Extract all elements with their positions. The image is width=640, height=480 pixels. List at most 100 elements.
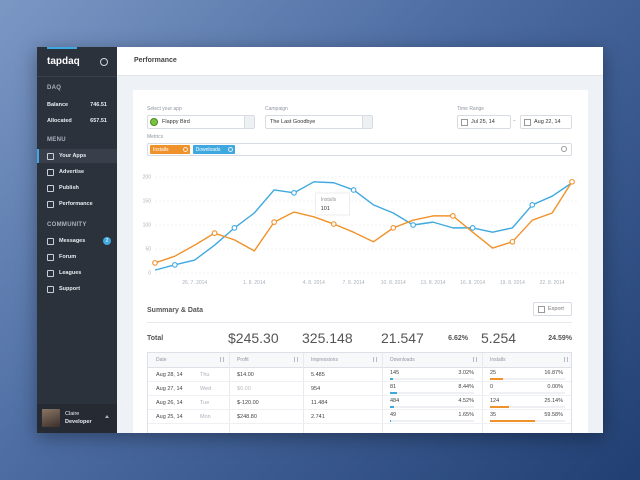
nav-item[interactable]: Publish xyxy=(37,181,117,195)
table-cell: Aug 26, 14 xyxy=(156,400,183,406)
table-cell: 484 xyxy=(390,398,400,404)
point-marker xyxy=(390,225,397,231)
x-tick-label: 16. 8. 2014 xyxy=(460,280,485,286)
total-value: 24.59% xyxy=(548,335,572,342)
progress-bar xyxy=(390,392,398,394)
nav-label: Advertise xyxy=(59,169,85,175)
column-header[interactable]: Impressions xyxy=(311,357,338,363)
table-cell: 2.741 xyxy=(311,414,325,420)
nav-item[interactable]: Support xyxy=(37,282,117,296)
progress-track xyxy=(390,406,474,408)
table-cell: Thu xyxy=(200,372,210,378)
nav-icon xyxy=(47,169,54,176)
column-divider xyxy=(382,353,383,433)
progress-track xyxy=(390,392,474,394)
series-line xyxy=(154,181,573,271)
app-select[interactable]: Flappy Bird xyxy=(147,115,255,129)
caret xyxy=(105,415,109,418)
nav-item[interactable]: Advertise xyxy=(37,165,117,179)
row-divider xyxy=(148,381,571,382)
y-tick-label: 100 xyxy=(143,222,152,228)
column-header[interactable]: Date xyxy=(156,357,167,363)
progress-bar xyxy=(390,378,393,380)
field-label: Time Range xyxy=(457,106,485,112)
section-title: DAQ xyxy=(47,85,62,91)
tag-remove[interactable] xyxy=(228,147,234,152)
table-cell: $248.80 xyxy=(237,414,257,420)
table-cell: 81 xyxy=(390,384,397,390)
progress-track xyxy=(490,406,565,408)
nav-item[interactable]: Forum xyxy=(37,250,117,264)
field-label: Select your app xyxy=(147,106,182,112)
app-window: tapdaq DAQ Balance 746.51 Allocated 657.… xyxy=(37,47,603,433)
export-icon xyxy=(538,306,545,313)
progress-track xyxy=(390,420,474,422)
progress-bar xyxy=(390,406,394,408)
nav-item[interactable]: Performance xyxy=(37,197,117,211)
nav-item[interactable]: Leagues xyxy=(37,266,117,280)
point-marker xyxy=(350,187,357,193)
column-header[interactable]: Downloads xyxy=(390,357,415,363)
date-from-value: Jul 25, 14 xyxy=(471,119,495,125)
table-cell: 0.00% xyxy=(547,384,563,390)
main: Performance Select your app Flappy Bird … xyxy=(117,47,603,433)
notification-icon[interactable] xyxy=(100,58,108,66)
table-cell: $-120.00 xyxy=(237,400,259,406)
table-cell: Wed xyxy=(200,386,212,392)
table-cell: 59.58% xyxy=(544,412,563,418)
point-marker xyxy=(569,178,575,185)
nav-label: Forum xyxy=(59,254,77,260)
tag-remove[interactable] xyxy=(182,147,188,152)
nav-icon xyxy=(47,286,54,293)
table-cell: 8.44% xyxy=(458,384,474,390)
header: Performance xyxy=(117,47,603,76)
point-marker xyxy=(271,219,277,225)
column-divider xyxy=(303,353,304,433)
metric-tag[interactable]: Downloads xyxy=(192,145,236,154)
nav-label: Support xyxy=(59,286,81,292)
date-from[interactable]: Jul 25, 14 xyxy=(457,115,511,129)
calendar-icon xyxy=(461,119,468,126)
metrics-input[interactable]: Installs Downloads xyxy=(147,143,572,156)
divider xyxy=(37,76,117,77)
user-panel[interactable]: Claire Developer xyxy=(37,404,117,433)
search-icon xyxy=(561,146,567,152)
progress-track xyxy=(390,378,474,380)
column-header[interactable]: Profit xyxy=(237,357,249,363)
nav-label: Messages xyxy=(59,238,86,244)
divider xyxy=(147,322,572,323)
nav-item[interactable]: Your Apps xyxy=(37,149,117,163)
total-label: Total xyxy=(147,335,164,342)
app-value: Flappy Bird xyxy=(162,119,190,125)
date-to[interactable]: Aug 22, 14 xyxy=(520,115,572,129)
point-marker xyxy=(330,221,337,227)
content-card: Select your app Flappy Bird Campaign The… xyxy=(133,90,588,433)
table-cell: 49 xyxy=(390,412,397,418)
campaign-value: The Last Goodbye xyxy=(270,119,316,125)
campaign-select[interactable]: The Last Goodbye xyxy=(265,115,373,129)
select-arrow xyxy=(244,116,254,128)
metric-tag[interactable]: Installs xyxy=(150,145,190,154)
export-label: Export xyxy=(548,306,564,312)
point-marker xyxy=(509,238,516,245)
logo-accent xyxy=(47,47,77,49)
table-cell: $0.00 xyxy=(237,386,251,392)
x-tick-label: 13. 8. 2014 xyxy=(420,280,445,286)
total-value: $245.30 xyxy=(228,330,279,346)
table-cell: 3.02% xyxy=(458,370,474,376)
logo[interactable]: tapdaq xyxy=(47,56,80,67)
table-cell: 124 xyxy=(490,398,500,404)
column-header[interactable]: Installs xyxy=(490,357,506,363)
row-divider xyxy=(148,409,571,410)
nav-item[interactable]: Messages 2 xyxy=(37,234,117,248)
table-cell: 25.14% xyxy=(544,398,563,404)
point-marker xyxy=(291,189,297,196)
sort-icon xyxy=(373,357,377,362)
point-marker xyxy=(211,230,218,237)
export-button[interactable]: Export xyxy=(533,302,572,316)
chart: 0 50 100 150 200 26. 7. 2014 1. 8. 2014 4. 8. 2… xyxy=(143,174,578,286)
nav-icon xyxy=(47,270,54,277)
sort-icon xyxy=(564,357,568,362)
range-separator: – xyxy=(513,118,516,124)
total-value: 325.148 xyxy=(302,330,353,346)
